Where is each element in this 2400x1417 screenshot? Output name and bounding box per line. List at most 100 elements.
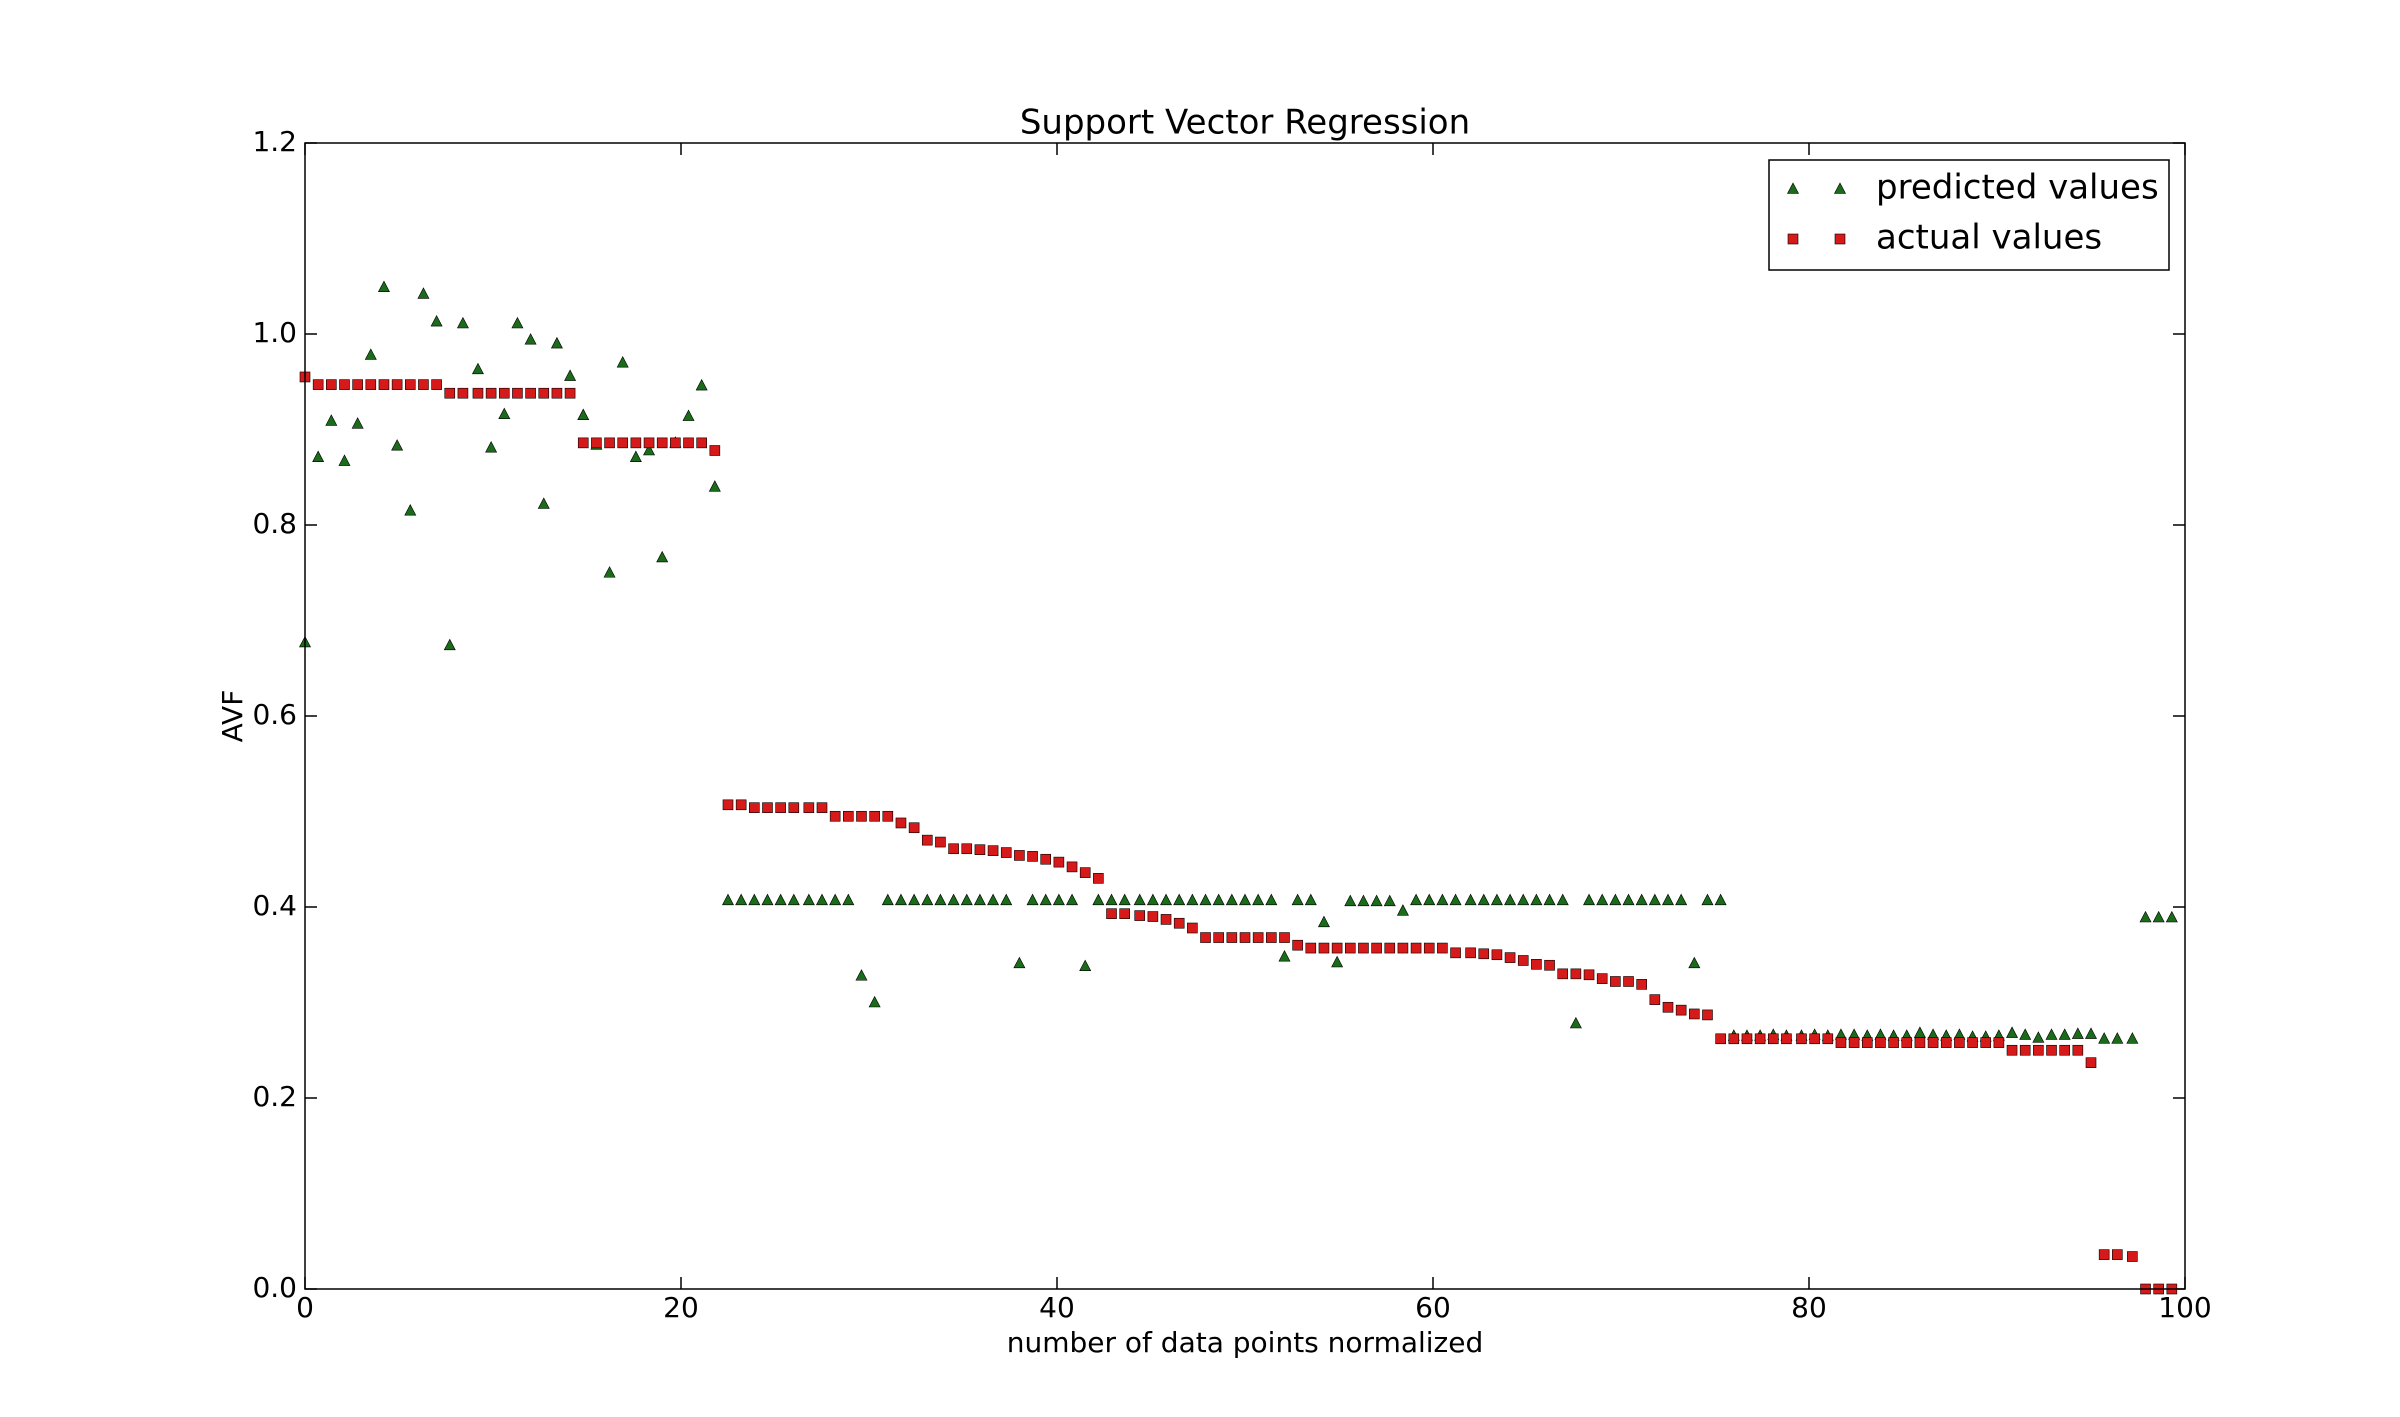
point bbox=[443, 638, 456, 651]
point bbox=[1358, 942, 1369, 954]
point bbox=[1861, 1037, 1873, 1048]
point bbox=[1754, 1033, 1766, 1045]
y-axis-label: AVF bbox=[216, 690, 249, 743]
point bbox=[1200, 932, 1211, 943]
point bbox=[1649, 994, 1661, 1005]
point bbox=[1596, 893, 1609, 906]
point bbox=[338, 454, 351, 466]
point bbox=[1423, 942, 1435, 954]
point bbox=[1040, 853, 1052, 865]
point bbox=[683, 437, 694, 449]
point bbox=[1715, 1033, 1726, 1045]
point bbox=[472, 387, 484, 399]
point bbox=[1504, 952, 1516, 963]
point bbox=[775, 802, 786, 813]
point bbox=[2098, 1249, 2110, 1260]
point bbox=[961, 843, 973, 855]
x-tick-label: 20 bbox=[663, 1291, 699, 1324]
point bbox=[774, 893, 787, 906]
point bbox=[456, 316, 469, 329]
point bbox=[511, 316, 524, 329]
point bbox=[1014, 850, 1025, 861]
point bbox=[418, 379, 429, 390]
point bbox=[1344, 942, 1356, 954]
point bbox=[312, 450, 325, 462]
point bbox=[564, 387, 576, 399]
legend-label: actual values bbox=[1876, 218, 2102, 258]
point bbox=[1622, 893, 1635, 906]
point bbox=[2033, 1044, 2044, 1056]
point bbox=[894, 893, 907, 906]
point bbox=[457, 387, 469, 399]
point bbox=[2058, 1028, 2071, 1040]
point bbox=[2127, 1251, 2138, 1262]
point bbox=[1371, 942, 1382, 954]
point bbox=[709, 445, 721, 456]
point bbox=[1147, 911, 1159, 922]
point bbox=[377, 280, 390, 293]
x-tick-label: 0 bbox=[296, 1291, 314, 1324]
point bbox=[2111, 1032, 2124, 1044]
point bbox=[908, 822, 920, 834]
point bbox=[1357, 894, 1370, 907]
point bbox=[722, 799, 734, 811]
legend-marker bbox=[1787, 233, 1799, 245]
point bbox=[1226, 932, 1238, 943]
point bbox=[1675, 1004, 1687, 1016]
x-tick-label: 60 bbox=[1415, 1291, 1451, 1324]
point bbox=[987, 893, 1000, 906]
point bbox=[1053, 856, 1065, 868]
point bbox=[1517, 955, 1529, 966]
point bbox=[1160, 914, 1172, 925]
point bbox=[326, 379, 337, 390]
point bbox=[1092, 893, 1105, 906]
point bbox=[430, 314, 443, 327]
point bbox=[1318, 942, 1330, 954]
point bbox=[947, 893, 960, 906]
point bbox=[1278, 950, 1291, 962]
point bbox=[1239, 893, 1251, 906]
point bbox=[2112, 1249, 2123, 1260]
point bbox=[550, 336, 563, 349]
point bbox=[616, 356, 629, 368]
point bbox=[1410, 942, 1422, 954]
point bbox=[1436, 893, 1449, 906]
point bbox=[1465, 947, 1476, 959]
point bbox=[670, 437, 681, 449]
point bbox=[1504, 893, 1517, 906]
point bbox=[1557, 968, 1569, 980]
point bbox=[1027, 851, 1038, 862]
point bbox=[1967, 1037, 1978, 1048]
point bbox=[1013, 956, 1026, 969]
point bbox=[829, 810, 841, 822]
point bbox=[2072, 1044, 2084, 1056]
point bbox=[417, 287, 430, 299]
point bbox=[1093, 873, 1104, 884]
point bbox=[1039, 893, 1052, 906]
point bbox=[1066, 861, 1078, 873]
point bbox=[391, 439, 404, 451]
point bbox=[1066, 893, 1079, 906]
point bbox=[1583, 893, 1596, 906]
point bbox=[1662, 893, 1674, 906]
point bbox=[1052, 893, 1065, 906]
point bbox=[1160, 893, 1173, 906]
point bbox=[829, 893, 842, 906]
point bbox=[1662, 1001, 1674, 1013]
point bbox=[1317, 915, 1330, 928]
point bbox=[577, 408, 590, 420]
point bbox=[603, 566, 616, 578]
point bbox=[2032, 1031, 2045, 1043]
point bbox=[1119, 908, 1130, 919]
point bbox=[404, 379, 416, 390]
point bbox=[352, 379, 363, 390]
point bbox=[1954, 1037, 1965, 1048]
point bbox=[1000, 893, 1013, 906]
point bbox=[2152, 910, 2165, 923]
point bbox=[1266, 932, 1277, 943]
point bbox=[1623, 976, 1634, 987]
point bbox=[1848, 1037, 1860, 1048]
point bbox=[1570, 968, 1582, 980]
y-tick-label: 1.2 bbox=[252, 125, 297, 158]
